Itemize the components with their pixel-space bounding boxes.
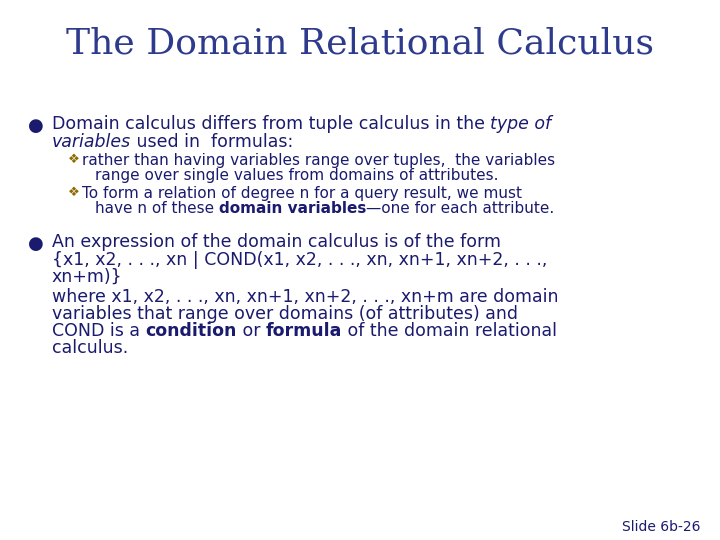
- Text: where x1, x2, . . ., xn, xn+1, xn+2, . . ., xn+m are domain: where x1, x2, . . ., xn, xn+1, xn+2, . .…: [52, 288, 559, 306]
- Text: or: or: [237, 322, 266, 340]
- Text: ❖: ❖: [68, 186, 80, 199]
- Text: The Domain Relational Calculus: The Domain Relational Calculus: [66, 27, 654, 61]
- Text: type of: type of: [490, 115, 552, 133]
- Text: xn+m)}: xn+m)}: [52, 268, 122, 286]
- Text: variables: variables: [52, 133, 131, 151]
- Text: Domain calculus differs from tuple calculus in the: Domain calculus differs from tuple calcu…: [52, 115, 490, 133]
- Text: condition: condition: [145, 322, 237, 340]
- Text: of the domain relational: of the domain relational: [342, 322, 557, 340]
- Text: variables that range over domains (of attributes) and: variables that range over domains (of at…: [52, 305, 518, 323]
- Text: To form a relation of degree n for a query result, we must: To form a relation of degree n for a que…: [82, 186, 522, 201]
- Text: Slide 6b-26: Slide 6b-26: [621, 520, 700, 534]
- Text: COND is a: COND is a: [52, 322, 145, 340]
- Text: ●: ●: [28, 117, 44, 135]
- Text: —one for each attribute.: —one for each attribute.: [366, 201, 554, 216]
- Text: ❖: ❖: [68, 153, 80, 166]
- Text: {x1, x2, . . ., xn | COND(x1, x2, . . ., xn, xn+1, xn+2, . . .,: {x1, x2, . . ., xn | COND(x1, x2, . . .,…: [52, 251, 547, 269]
- Text: range over single values from domains of attributes.: range over single values from domains of…: [95, 168, 498, 183]
- Text: An expression of the domain calculus is of the form: An expression of the domain calculus is …: [52, 233, 501, 251]
- Text: ●: ●: [28, 235, 44, 253]
- Text: formula: formula: [266, 322, 342, 340]
- Text: calculus.: calculus.: [52, 339, 128, 357]
- Text: rather than having variables range over tuples,  the variables: rather than having variables range over …: [82, 153, 555, 168]
- Text: have n of these: have n of these: [95, 201, 219, 216]
- Text: used in  formulas:: used in formulas:: [131, 133, 293, 151]
- Text: domain variables: domain variables: [219, 201, 366, 216]
